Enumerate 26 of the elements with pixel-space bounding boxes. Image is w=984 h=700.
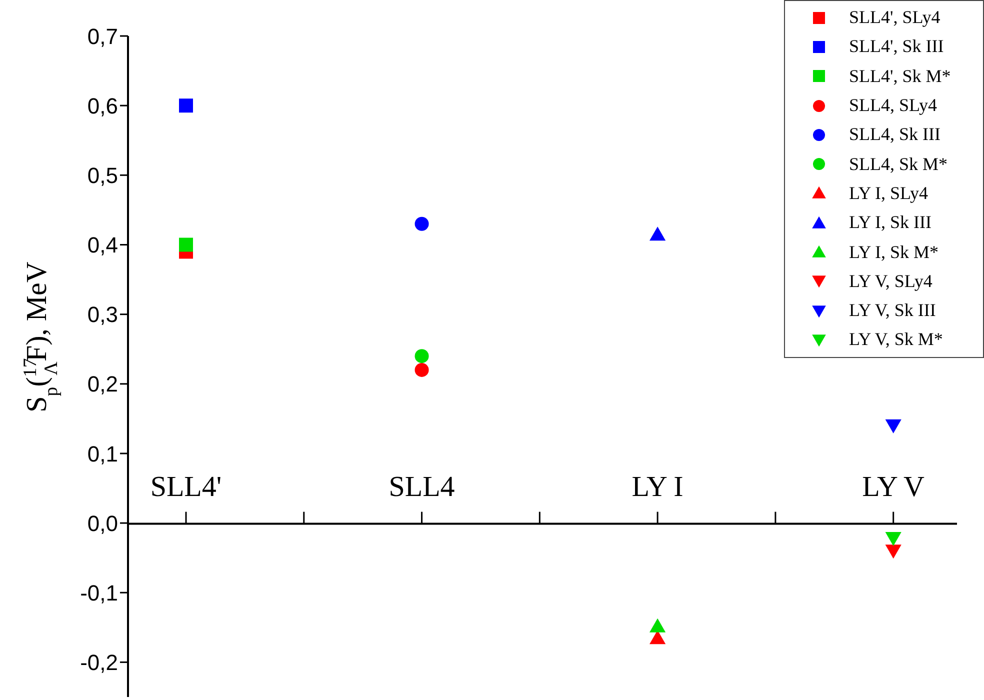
y-tick-label: 0,5 [87,162,118,188]
legend-label: LY V, SLy4 [849,270,932,292]
y-tick-label: -0,2 [80,650,118,676]
legend-label: SLL4', SLy4 [849,7,940,28]
legend-label: LY V, Sk M* [849,329,943,350]
y-tick-label: 0,6 [87,93,118,118]
x-tick-label: LY I [632,470,684,503]
y-tick-label: 0,4 [87,232,118,258]
x-tick-label: LY V [862,470,925,503]
legend-label: SLL4, Sk M* [849,154,948,175]
legend-label: LY V, Sk III [849,300,936,322]
y-tick-label: 0,3 [87,302,118,328]
y-tick-label: -0,1 [80,580,118,606]
legend-label: LY I, Sk M* [849,242,939,263]
legend-label: LY I, SLy4 [849,182,928,204]
y-tick-label: 0,1 [87,441,118,466]
legend-label: SLL4, SLy4 [849,95,938,116]
y-tick-label: 0,2 [87,372,118,397]
x-tick-label: SLL4' [150,470,222,503]
y-tick-label: 0,7 [87,24,118,49]
legend-label: SLL4', Sk III [849,36,944,58]
x-tick-label: SLL4 [388,470,456,503]
legend-label: SLL4', Sk M* [849,66,951,87]
legend-label: LY I, Sk III [849,212,932,234]
y-tick-label: 0,0 [87,510,118,536]
legend-label: SLL4, Sk III [849,124,940,146]
